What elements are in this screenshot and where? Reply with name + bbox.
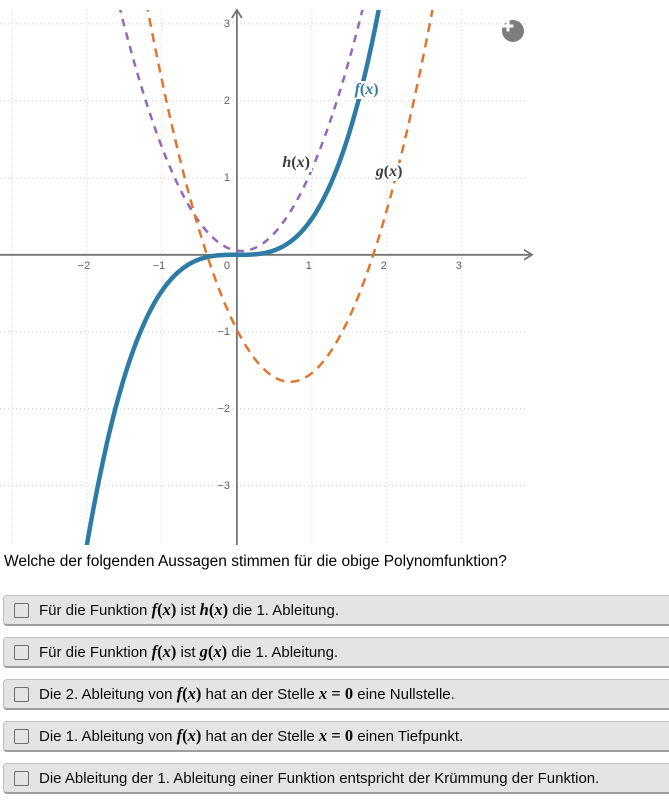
x-tick-label: −1 [152,260,166,272]
zoom-in-button[interactable] [502,20,524,42]
y-tick-label: 3 [223,17,230,30]
option-row-3[interactable]: Die 2. Ableitung von f(x) hat an der Ste… [3,679,669,710]
option-label: Für die Funktion f(x) ist g(x) die 1. Ab… [39,642,339,661]
option-row-1[interactable]: Für die Funktion f(x) ist h(x) die 1. Ab… [3,595,669,626]
option-label: Die 2. Ableitung von f(x) hat an der Ste… [39,684,455,703]
y-tick-label: 2 [223,94,230,107]
option-checkbox[interactable] [14,602,29,618]
options-list: Für die Funktion f(x) ist h(x) die 1. Ab… [3,595,669,800]
option-label: Für die Funktion f(x) ist h(x) die 1. Ab… [39,600,340,619]
y-tick-label: −2 [217,402,230,415]
option-checkbox[interactable] [14,728,29,744]
y-tick-label: −1 [217,325,230,338]
graph-panel[interactable]: −2 −1 0 1 2 3 3 2 1 −1 −2 −3 f(x) h(x) g(x) [0,0,669,548]
x-tick-label: 0 [223,260,230,272]
y-tick-label: −3 [217,479,230,492]
option-checkbox[interactable] [14,770,29,786]
grid-lines [0,10,527,545]
curve-h[interactable] [95,0,389,253]
option-row-5[interactable]: Die Ableitung der 1. Ableitung einer Fun… [3,763,669,794]
x-tick-label: 3 [455,260,462,272]
option-label: Die Ableitung der 1. Ableitung einer Fun… [39,769,600,787]
option-checkbox[interactable] [14,644,29,660]
curve-f[interactable] [71,0,398,548]
curve-g[interactable] [127,0,452,384]
x-tick-label: −2 [77,260,91,272]
function-plot[interactable] [0,0,669,548]
y-tick-label: 1 [223,171,230,184]
x-tick-label: 1 [305,260,312,272]
option-checkbox[interactable] [14,686,29,702]
option-row-2[interactable]: Für die Funktion f(x) ist g(x) die 1. Ab… [3,637,669,668]
question-text: Welche der folgenden Aussagen stimmen fü… [4,553,507,570]
option-row-4[interactable]: Die 1. Ableitung von f(x) hat an der Ste… [3,721,669,752]
x-tick-label: 2 [380,260,387,272]
option-label: Die 1. Ableitung von f(x) hat an der Ste… [39,726,464,745]
plus-icon [502,20,514,32]
curve-label-f[interactable]: f(x) [352,81,381,100]
curve-label-h[interactable]: h(x) [280,154,312,173]
curve-label-g[interactable]: g(x) [373,162,405,181]
axes [0,8,534,545]
